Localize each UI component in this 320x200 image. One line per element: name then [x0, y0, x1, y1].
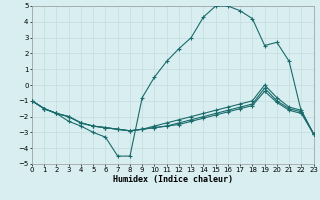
- X-axis label: Humidex (Indice chaleur): Humidex (Indice chaleur): [113, 175, 233, 184]
